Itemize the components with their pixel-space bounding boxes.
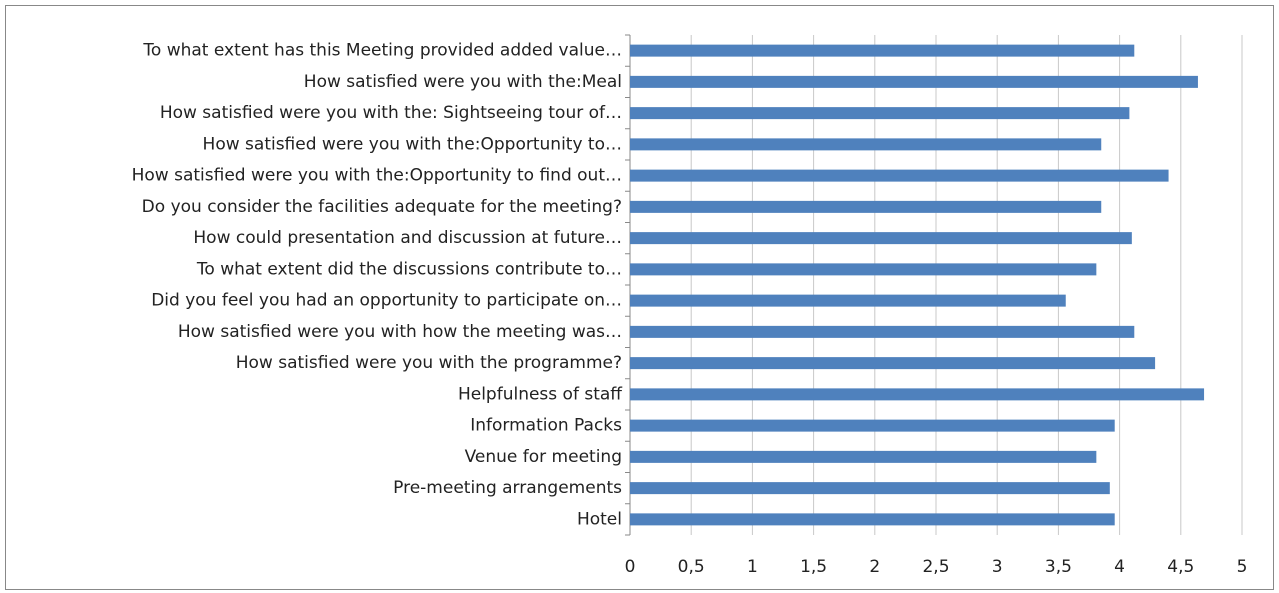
bar [630, 357, 1156, 370]
x-tick-label: 0,5 [678, 557, 705, 577]
y-tick-label: To what extent did the discussions contr… [196, 259, 622, 279]
y-tick-label: Did you feel you had an opportunity to p… [151, 291, 622, 311]
y-tick-label: How satisfied were you with the: Sightse… [160, 103, 622, 123]
bar [630, 169, 1169, 182]
y-tick-label: Pre-meeting arrangements [393, 478, 622, 498]
bar [630, 482, 1110, 495]
y-tick-label: How satisfied were you with the programm… [236, 353, 622, 373]
bar [630, 107, 1130, 120]
x-tick-label: 4,5 [1167, 557, 1194, 577]
x-tick-label: 1 [747, 557, 758, 577]
x-tick-label: 5 [1237, 557, 1248, 577]
bar [630, 450, 1097, 463]
x-tick-label: 4 [1114, 557, 1125, 577]
bar [630, 75, 1198, 88]
y-tick-label: Helpfulness of staff [458, 384, 623, 404]
x-tick-label: 3,5 [1045, 557, 1072, 577]
bar [630, 388, 1205, 401]
y-tick-label: How satisfied were you with the:Opportun… [132, 166, 622, 186]
bar [630, 263, 1097, 276]
x-tick-label: 2,5 [922, 557, 949, 577]
bar [630, 419, 1115, 432]
y-tick-label: How satisfied were you with how the meet… [178, 322, 622, 342]
bar [630, 325, 1135, 338]
y-tick-label: How satisfied were you with the:Meal [304, 72, 622, 92]
bar [630, 44, 1135, 57]
x-tick-label: 2 [869, 557, 880, 577]
x-tick-label: 0 [625, 557, 636, 577]
y-tick-label: Do you consider the facilities adequate … [142, 197, 622, 217]
y-tick-label: How satisfied were you with the:Opportun… [203, 134, 622, 154]
y-tick-label: How could presentation and discussion at… [193, 228, 622, 248]
bar [630, 232, 1132, 245]
bar [630, 294, 1066, 307]
x-tick-label: 1,5 [800, 557, 827, 577]
bar [630, 200, 1102, 213]
y-tick-label: Hotel [577, 509, 622, 529]
x-tick-label: 3 [992, 557, 1003, 577]
bar [630, 513, 1115, 526]
y-tick-label: Information Packs [470, 416, 622, 436]
y-tick-label: To what extent has this Meeting provided… [142, 41, 622, 61]
bar [630, 138, 1102, 151]
y-tick-label: Venue for meeting [465, 447, 622, 467]
